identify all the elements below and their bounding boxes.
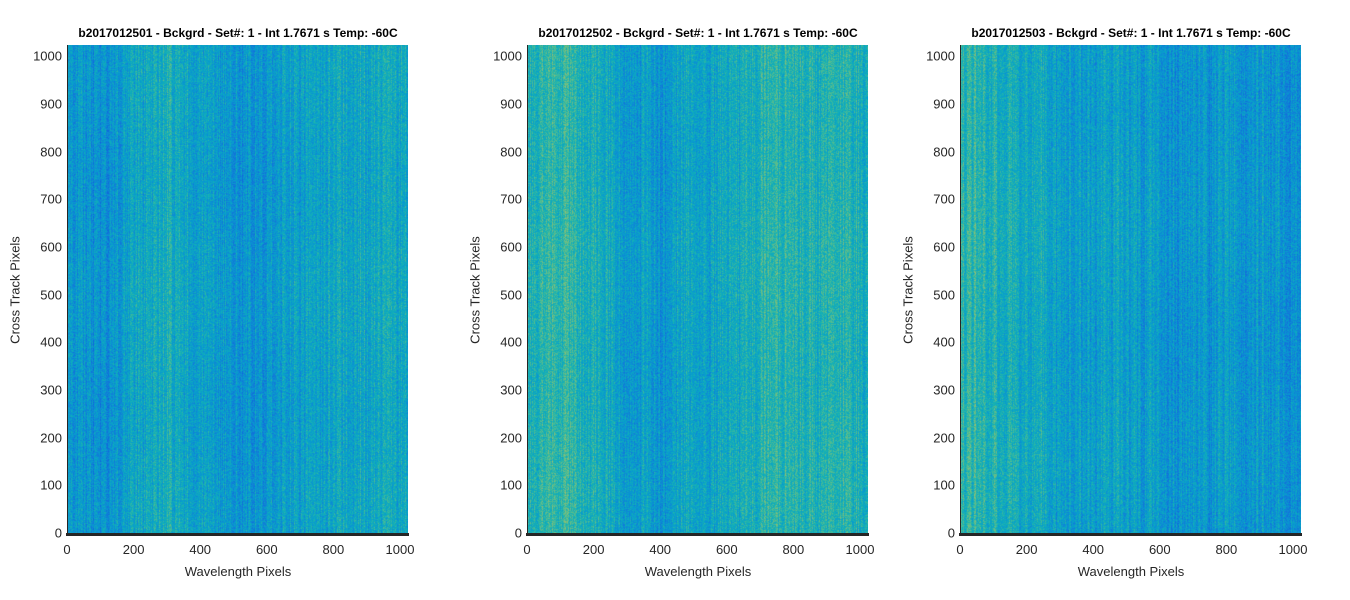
y-tick-label: 300 bbox=[933, 382, 955, 398]
y-tick-label: 900 bbox=[933, 96, 955, 112]
y-tick-label: 400 bbox=[40, 334, 62, 350]
y-tick-label: 600 bbox=[933, 239, 955, 255]
y-tick-label: 800 bbox=[40, 144, 62, 160]
x-axis-line bbox=[526, 533, 869, 536]
heatmap-image bbox=[960, 45, 1301, 535]
y-tick-label: 200 bbox=[500, 430, 522, 446]
chart-title: b2017012503 - Bckgrd - Set#: 1 - Int 1.7… bbox=[971, 26, 1291, 40]
x-tick-label: 800 bbox=[782, 542, 805, 557]
x-tick-label: 0 bbox=[63, 542, 71, 557]
y-tick-label: 100 bbox=[933, 477, 955, 493]
y-tick-label: 1000 bbox=[926, 48, 955, 64]
x-tick-label: 400 bbox=[1082, 542, 1105, 557]
y-axis-line bbox=[527, 45, 528, 535]
y-tick-label: 700 bbox=[500, 191, 522, 207]
x-tick-label: 0 bbox=[956, 542, 964, 557]
heatmap-image bbox=[527, 45, 868, 535]
y-tick-label: 1000 bbox=[33, 48, 62, 64]
y-tick-label: 500 bbox=[40, 287, 62, 303]
x-tick-label: 800 bbox=[322, 542, 345, 557]
x-axis-line bbox=[959, 533, 1302, 536]
x-axis-line bbox=[66, 533, 409, 536]
y-tick-label: 300 bbox=[500, 382, 522, 398]
x-tick-label: 1000 bbox=[845, 542, 875, 557]
x-tick-label: 1000 bbox=[1278, 542, 1308, 557]
y-tick-label: 0 bbox=[514, 525, 522, 541]
x-tick-label: 200 bbox=[1015, 542, 1038, 557]
y-tick-label: 0 bbox=[947, 525, 955, 541]
y-tick-label: 1000 bbox=[493, 48, 522, 64]
y-axis-label: Cross Track Pixels bbox=[900, 236, 916, 344]
chart-title: b2017012502 - Bckgrd - Set#: 1 - Int 1.7… bbox=[538, 26, 858, 40]
x-tick-label: 600 bbox=[1148, 542, 1171, 557]
y-tick-label: 300 bbox=[40, 382, 62, 398]
y-tick-label: 100 bbox=[40, 477, 62, 493]
y-axis-label: Cross Track Pixels bbox=[7, 236, 23, 344]
y-tick-label: 600 bbox=[500, 239, 522, 255]
x-axis-label: Wavelength Pixels bbox=[1077, 564, 1185, 579]
heatmap-image bbox=[67, 45, 408, 535]
y-tick-label: 600 bbox=[40, 239, 62, 255]
y-axis-line bbox=[960, 45, 961, 535]
x-tick-label: 800 bbox=[1215, 542, 1238, 557]
x-tick-label: 400 bbox=[649, 542, 672, 557]
x-tick-label: 600 bbox=[715, 542, 738, 557]
y-axis-line bbox=[67, 45, 68, 535]
y-tick-label: 100 bbox=[500, 477, 522, 493]
y-tick-label: 800 bbox=[933, 144, 955, 160]
x-tick-label: 0 bbox=[523, 542, 531, 557]
heatmap-plot-area bbox=[960, 45, 1301, 535]
chart-title: b2017012501 - Bckgrd - Set#: 1 - Int 1.7… bbox=[78, 26, 398, 40]
y-tick-label: 900 bbox=[500, 96, 522, 112]
y-tick-label: 700 bbox=[40, 191, 62, 207]
x-tick-label: 600 bbox=[255, 542, 278, 557]
y-tick-label: 400 bbox=[933, 334, 955, 350]
y-tick-label: 0 bbox=[54, 525, 62, 541]
y-tick-label: 500 bbox=[933, 287, 955, 303]
x-tick-label: 200 bbox=[122, 542, 145, 557]
y-axis-label: Cross Track Pixels bbox=[467, 236, 483, 344]
x-tick-label: 200 bbox=[582, 542, 605, 557]
y-tick-label: 800 bbox=[500, 144, 522, 160]
y-tick-label: 900 bbox=[40, 96, 62, 112]
x-axis-label: Wavelength Pixels bbox=[644, 564, 752, 579]
x-axis-label: Wavelength Pixels bbox=[184, 564, 292, 579]
heatmap-plot-area bbox=[67, 45, 408, 535]
y-tick-label: 200 bbox=[40, 430, 62, 446]
heatmap-plot-area bbox=[527, 45, 868, 535]
y-tick-label: 500 bbox=[500, 287, 522, 303]
y-tick-label: 400 bbox=[500, 334, 522, 350]
y-tick-label: 200 bbox=[933, 430, 955, 446]
x-tick-label: 400 bbox=[189, 542, 212, 557]
y-tick-label: 700 bbox=[933, 191, 955, 207]
x-tick-label: 1000 bbox=[385, 542, 415, 557]
